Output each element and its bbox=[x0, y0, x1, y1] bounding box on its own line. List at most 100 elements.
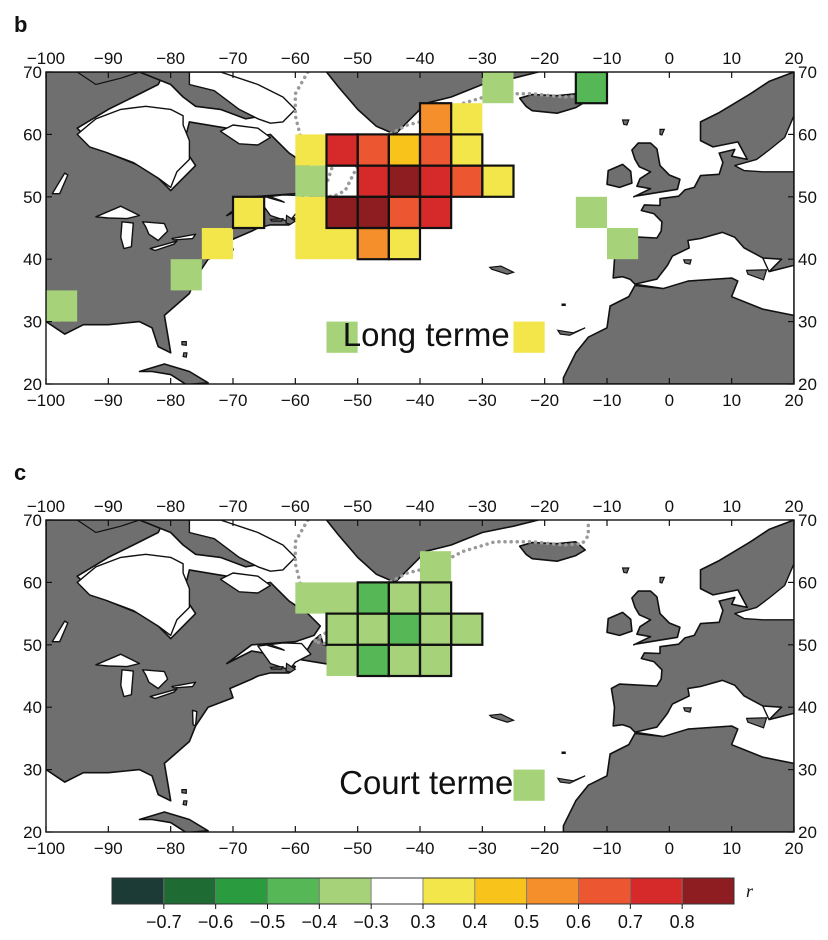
colorbar-swatch bbox=[267, 877, 320, 905]
grid-cell bbox=[420, 551, 452, 583]
correlation-cells bbox=[46, 72, 639, 353]
grid-cell bbox=[295, 228, 327, 260]
x-tick-label-top: 10 bbox=[722, 497, 741, 516]
y-tick-label-left: 70 bbox=[23, 63, 42, 82]
x-tick-label-top: 10 bbox=[722, 49, 741, 68]
grid-cell bbox=[388, 165, 420, 197]
x-tick-label-top: −70 bbox=[219, 49, 248, 68]
y-tick-label-right: 40 bbox=[798, 250, 817, 269]
water-med_west bbox=[634, 679, 794, 765]
y-tick-label-left: 70 bbox=[23, 511, 42, 530]
grid-cell bbox=[388, 582, 420, 614]
island-madeira bbox=[561, 303, 566, 306]
y-tick-label-right: 50 bbox=[798, 636, 817, 655]
y-tick-label-left: 60 bbox=[23, 125, 42, 144]
x-tick-label-top: −60 bbox=[281, 497, 310, 516]
water-ungava bbox=[219, 572, 272, 594]
grid-cell bbox=[451, 103, 483, 135]
water-lake_mich bbox=[120, 221, 135, 250]
water-lake_sup bbox=[95, 205, 141, 220]
water-gulf_stlaw bbox=[257, 642, 312, 671]
y-tick-label-left: 50 bbox=[23, 188, 42, 207]
x-tick-label-bottom: −60 bbox=[281, 839, 310, 858]
island-bahamas1 bbox=[181, 341, 187, 346]
x-tick-label-top: −20 bbox=[530, 49, 559, 68]
significant-cell-outline bbox=[481, 164, 515, 198]
colorbar-label: −0.6 bbox=[198, 912, 234, 932]
x-tick-label-top: −70 bbox=[219, 497, 248, 516]
y-tick-label-right: 30 bbox=[798, 761, 817, 780]
grid-cell bbox=[482, 72, 514, 104]
colorbar-swatch bbox=[111, 877, 165, 905]
x-tick-label-bottom: 20 bbox=[785, 839, 804, 858]
x-tick-label-bottom: −90 bbox=[94, 391, 123, 410]
colorbar-label: −0.4 bbox=[302, 912, 338, 932]
grid-cell bbox=[326, 582, 358, 614]
map-caption: Long terme bbox=[343, 316, 510, 353]
y-tick-label-left: 20 bbox=[23, 823, 42, 842]
map-area bbox=[46, 72, 794, 384]
significant-cell-outline bbox=[387, 226, 422, 261]
significant-cell-outline bbox=[231, 195, 266, 230]
y-tick-label-right: 20 bbox=[798, 823, 817, 842]
x-tick-label-bottom: 0 bbox=[665, 391, 674, 410]
grid-cell bbox=[607, 228, 639, 260]
island-bahamas1 bbox=[181, 788, 187, 794]
island-ellesmere_bits bbox=[76, 520, 140, 534]
grid-cell bbox=[326, 644, 358, 676]
x-tick-label-top: 0 bbox=[665, 497, 674, 516]
x-tick-label-bottom: 20 bbox=[785, 391, 804, 410]
colorbar-swatch bbox=[215, 877, 268, 905]
grid-cell bbox=[295, 165, 327, 197]
grid-cell bbox=[420, 134, 452, 166]
colorbar-label: −0.3 bbox=[353, 912, 389, 932]
island-sicily bbox=[745, 269, 768, 281]
x-tick-label-top: −10 bbox=[593, 49, 622, 68]
island-balearic bbox=[682, 259, 692, 265]
x-tick-label-top: −30 bbox=[468, 49, 497, 68]
colorbar-swatch bbox=[474, 877, 528, 905]
grid-cell bbox=[420, 103, 452, 135]
y-tick-label-right: 30 bbox=[798, 313, 817, 332]
grid-cell bbox=[326, 134, 358, 166]
colorbar-label: −0.5 bbox=[250, 912, 286, 932]
colorbar-label: 0.4 bbox=[462, 912, 487, 932]
land-ireland bbox=[606, 611, 633, 637]
y-tick-label-right: 40 bbox=[798, 698, 817, 717]
water-chesapeake bbox=[191, 709, 198, 727]
significant-cell-outline bbox=[418, 102, 453, 136]
colorbar-swatch bbox=[526, 877, 579, 905]
grid-cell bbox=[326, 321, 358, 353]
x-tick-label-bottom: −50 bbox=[343, 391, 372, 410]
x-tick-label-bottom: −80 bbox=[156, 391, 185, 410]
colorbar-label: −0.7 bbox=[146, 912, 182, 932]
map-panel-c: −100−100−90−90−80−80−70−70−60−60−50−50−4… bbox=[14, 460, 817, 858]
x-tick-label-top: 0 bbox=[665, 49, 674, 68]
panel-letter: b bbox=[14, 12, 27, 37]
y-tick-label-left: 30 bbox=[23, 761, 42, 780]
water-lake_ont bbox=[171, 681, 197, 689]
y-tick-label-left: 50 bbox=[23, 636, 42, 655]
y-tick-label-right: 60 bbox=[798, 573, 817, 592]
x-tick-label-top: −100 bbox=[27, 49, 65, 68]
y-tick-label-left: 40 bbox=[23, 250, 42, 269]
panel-letter: c bbox=[14, 460, 26, 485]
island-balearic bbox=[682, 707, 692, 713]
y-tick-label-right: 70 bbox=[798, 63, 817, 82]
x-tick-label-top: −90 bbox=[94, 497, 123, 516]
y-tick-label-left: 20 bbox=[23, 375, 42, 394]
water-med_west bbox=[634, 231, 794, 317]
grid-cell bbox=[513, 321, 545, 353]
x-tick-label-top: −60 bbox=[281, 49, 310, 68]
x-tick-label-bottom: −20 bbox=[530, 391, 559, 410]
x-tick-label-top: −30 bbox=[468, 497, 497, 516]
land-iceland bbox=[518, 93, 587, 114]
colorbar-label: 0.6 bbox=[566, 912, 591, 932]
grid-cell bbox=[357, 196, 389, 228]
grid-cell bbox=[357, 613, 389, 645]
significant-cell-outline bbox=[418, 643, 453, 678]
grid-cell bbox=[482, 165, 514, 197]
grid-cell bbox=[170, 259, 202, 291]
water-lake_mich bbox=[120, 669, 135, 698]
x-tick-label-top: −100 bbox=[27, 497, 65, 516]
